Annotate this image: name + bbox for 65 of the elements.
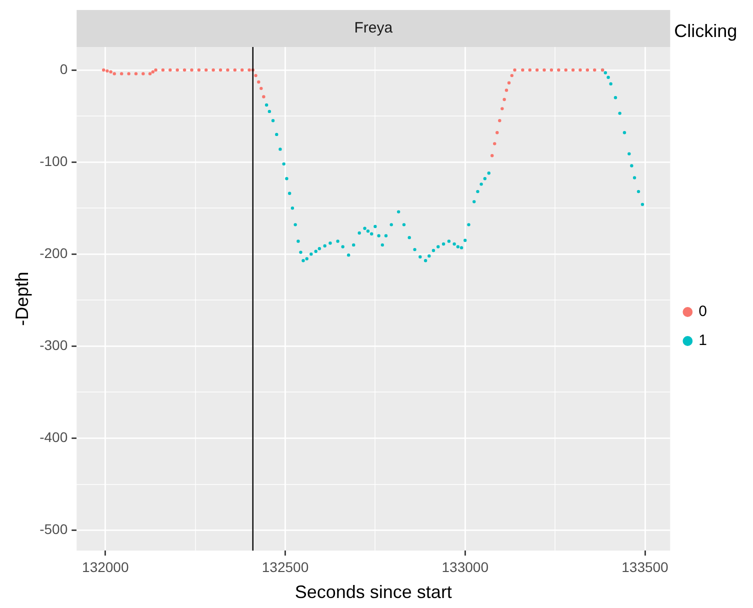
point [248, 68, 251, 72]
point [226, 68, 230, 72]
y-axis-title: -Depth [12, 272, 32, 326]
y-tick-label: -100 [40, 152, 68, 169]
point [102, 68, 106, 72]
point [578, 68, 582, 72]
point [513, 68, 516, 72]
point [134, 72, 138, 76]
point [127, 72, 130, 76]
x-tick-label: 133000 [442, 558, 489, 575]
point [109, 70, 112, 74]
point [218, 68, 222, 72]
chart-title: Freya [354, 20, 394, 37]
y-tick-label: 0 [60, 60, 68, 77]
point [490, 154, 494, 158]
point [197, 68, 201, 72]
point [151, 70, 154, 74]
point [510, 74, 514, 78]
point [535, 68, 539, 72]
point [204, 68, 208, 72]
point [521, 68, 524, 72]
point [564, 68, 568, 72]
point [257, 80, 260, 84]
point [571, 68, 575, 72]
point [182, 68, 186, 72]
point [254, 74, 258, 78]
x-axis-title: Seconds since start [294, 582, 452, 602]
point [120, 72, 124, 76]
point [502, 98, 506, 102]
point [528, 68, 532, 72]
point [142, 72, 145, 76]
point [507, 81, 511, 85]
point [112, 72, 116, 76]
point [212, 68, 215, 72]
point [496, 131, 499, 134]
point [500, 107, 504, 110]
point [550, 68, 554, 72]
point [260, 86, 263, 90]
y-tick-label: -500 [40, 521, 68, 538]
x-tick-label: 133500 [622, 558, 669, 575]
point [593, 68, 596, 72]
x-tick-label: 132000 [82, 558, 129, 575]
point [190, 68, 194, 72]
legend-title: Clicking [674, 20, 738, 41]
legend-label: 0 [698, 303, 707, 320]
y-tick-label: -400 [40, 429, 68, 446]
point [176, 68, 179, 72]
point [498, 119, 502, 122]
point [493, 142, 496, 146]
point [586, 68, 590, 72]
point [240, 68, 244, 72]
y-tick-label: -200 [40, 245, 68, 262]
y-tick-label: -300 [40, 337, 68, 354]
point [154, 68, 158, 72]
point [148, 72, 152, 76]
point [557, 68, 560, 72]
point [233, 68, 236, 72]
point [542, 68, 546, 72]
point [504, 88, 508, 92]
point [262, 95, 266, 98]
point [161, 68, 165, 72]
point [106, 69, 109, 73]
point [168, 68, 172, 72]
legend-label: 1 [698, 332, 707, 350]
x-tick-label: 132500 [262, 558, 309, 575]
